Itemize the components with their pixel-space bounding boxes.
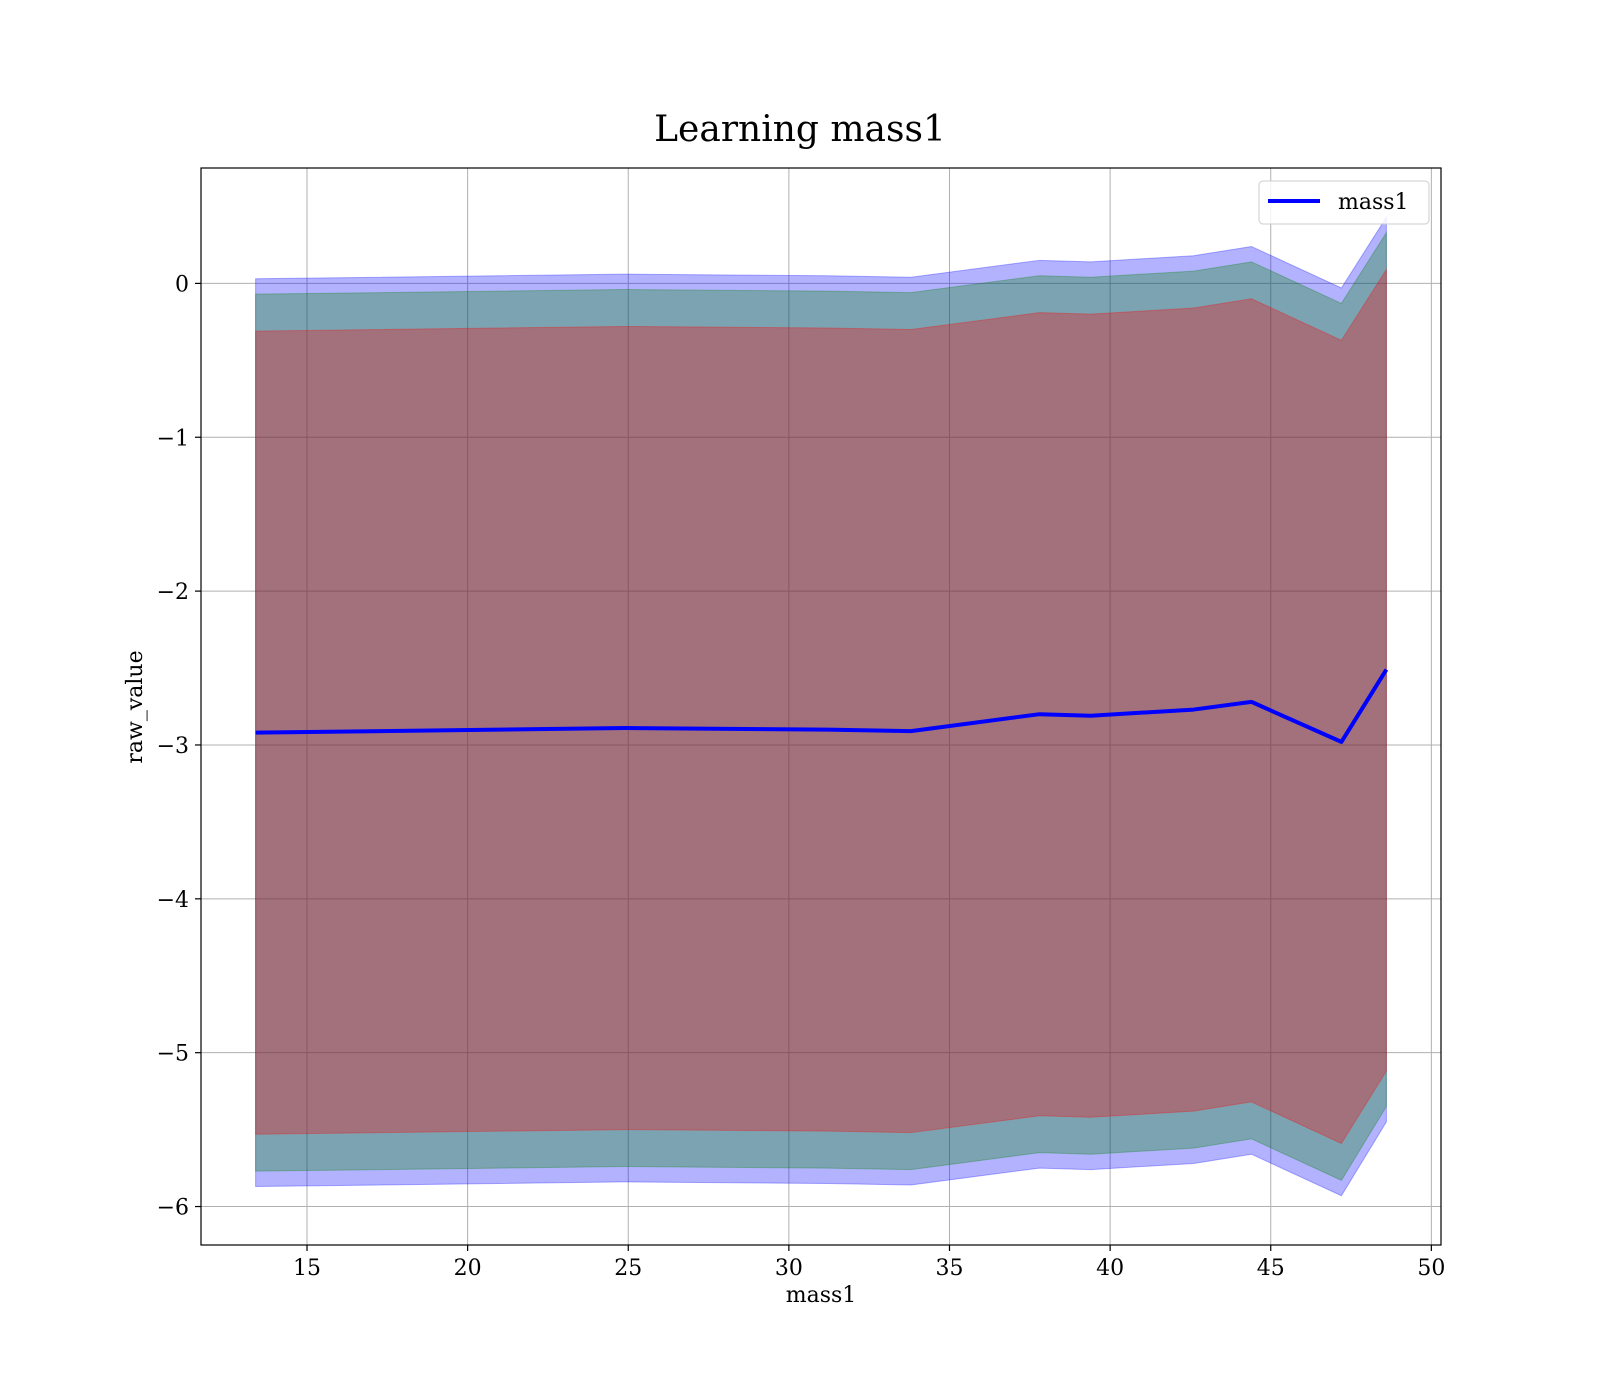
y-axis-label: raw_value [123,650,148,763]
y-tick-label: −5 [157,1042,189,1067]
x-tick-label: 25 [614,1256,642,1281]
x-tick-label: 30 [775,1256,803,1281]
y-axis-ticks: 0 −1 −2 −3 −4 −5 −6 [157,272,201,1221]
plot-frame [200,167,1442,1246]
confidence-band [255,230,1387,1182]
x-tick-label: 45 [1257,1256,1285,1281]
x-tick-label: 20 [454,1256,482,1281]
y-tick-label: −6 [157,1196,189,1221]
chart-title: Learning mass1 [654,109,946,150]
legend-label: mass1 [1338,190,1409,215]
y-tick-label: −2 [157,580,189,605]
confidence-band [255,215,1387,1197]
y-tick-label: −1 [157,426,189,451]
x-axis-ticks: 15 20 25 30 35 40 45 50 [293,1245,1445,1281]
y-tick-label: −3 [157,734,189,759]
x-tick-label: 40 [1096,1256,1124,1281]
grid [201,168,1441,1245]
legend: mass1 [1258,180,1430,225]
series-lines [255,668,1389,744]
y-tick-label: −4 [157,888,189,913]
series-line [255,668,1389,744]
x-axis-label: mass1 [786,1283,857,1308]
x-tick-label: 35 [935,1256,963,1281]
y-tick-label: 0 [175,272,189,297]
confidence-band [255,267,1387,1145]
confidence-bands [255,215,1387,1197]
x-tick-label: 50 [1417,1256,1445,1281]
legend-box [1258,180,1430,225]
x-tick-label: 15 [293,1256,321,1281]
